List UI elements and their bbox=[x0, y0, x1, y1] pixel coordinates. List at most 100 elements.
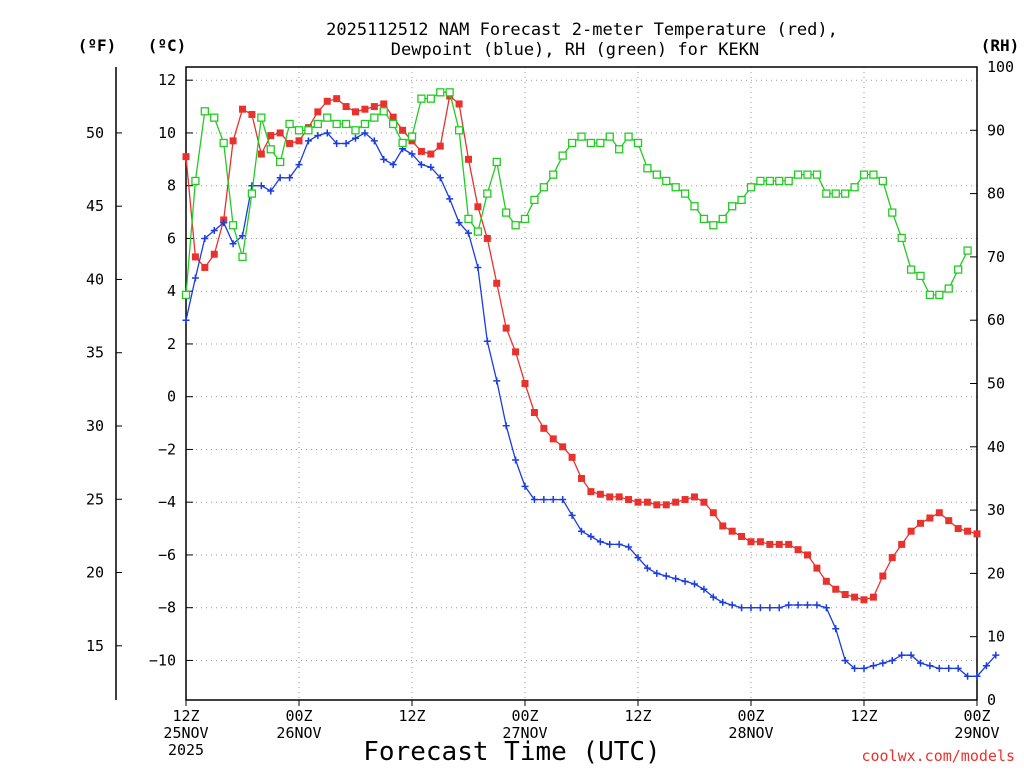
relative-humidity-point bbox=[671, 183, 680, 192]
2-meter-temperature-point bbox=[530, 409, 538, 417]
2-meter-temperature-point bbox=[841, 591, 849, 598]
dewpoint-point bbox=[691, 580, 698, 588]
dewpoint-point bbox=[785, 601, 793, 609]
rh-tick-label: 40 bbox=[987, 438, 1005, 456]
dewpoint-point bbox=[822, 604, 830, 612]
dewpoint-point bbox=[587, 532, 595, 540]
dewpoint-point bbox=[417, 161, 425, 169]
2-meter-temperature-point bbox=[973, 530, 981, 538]
dewpoint-point bbox=[926, 662, 934, 670]
2-meter-temperature-point bbox=[625, 496, 633, 504]
dewpoint-point bbox=[625, 543, 633, 551]
relative-humidity-point bbox=[341, 119, 351, 129]
dewpoint-point bbox=[945, 664, 953, 672]
dewpoint-point bbox=[606, 540, 614, 548]
x-tick-label: 12Z bbox=[850, 707, 877, 725]
2-meter-temperature-point bbox=[615, 493, 623, 501]
relative-humidity-point bbox=[737, 195, 746, 205]
dewpoint-point bbox=[851, 664, 859, 672]
2-meter-temperature-point bbox=[756, 538, 764, 546]
dewpoint-point bbox=[276, 174, 284, 182]
2-meter-temperature-point bbox=[191, 253, 199, 261]
relative-humidity-point bbox=[888, 208, 897, 217]
dewpoint-point bbox=[182, 316, 190, 324]
relative-humidity-point bbox=[247, 189, 257, 198]
2-meter-temperature-point bbox=[248, 110, 256, 118]
fahrenheit-tick-label: 40 bbox=[86, 270, 104, 288]
relative-humidity-point bbox=[228, 221, 238, 230]
dewpoint-point bbox=[210, 227, 218, 235]
x-tick-label: 00Z bbox=[285, 707, 312, 725]
dewpoint-point bbox=[370, 137, 378, 145]
dewpoint-point bbox=[361, 129, 369, 137]
dewpoint-point bbox=[483, 337, 491, 345]
dewpoint-point bbox=[954, 664, 962, 672]
left-unit-celsius: (ºC) bbox=[148, 36, 187, 55]
x-tick-label: 29NOV bbox=[954, 724, 999, 742]
dewpoint-point bbox=[201, 234, 209, 242]
2-meter-temperature-point bbox=[738, 532, 746, 540]
dewpoint-point bbox=[747, 604, 755, 612]
rh-tick-label: 0 bbox=[987, 691, 996, 709]
dewpoint-point bbox=[653, 569, 661, 577]
relative-humidity-point bbox=[502, 208, 511, 217]
dewpoint-point bbox=[841, 656, 849, 664]
dewpoint-point bbox=[992, 651, 1000, 659]
dewpoint-point bbox=[804, 601, 811, 609]
relative-humidity-point bbox=[351, 126, 360, 135]
2-meter-temperature-point bbox=[578, 474, 585, 482]
dewpoint-point bbox=[521, 482, 529, 490]
dewpoint-point bbox=[333, 139, 341, 147]
2-meter-temperature-point bbox=[361, 105, 369, 113]
relative-humidity-point bbox=[417, 94, 426, 103]
dewpoint-point bbox=[455, 219, 463, 227]
relative-humidity-point bbox=[238, 252, 247, 262]
dewpoint-point bbox=[465, 229, 472, 237]
relative-humidity-point bbox=[558, 151, 567, 160]
dewpoint-point bbox=[879, 659, 887, 667]
relative-humidity-point bbox=[699, 214, 709, 224]
rh-tick-label: 30 bbox=[987, 501, 1005, 519]
2-meter-temperature-point bbox=[719, 522, 727, 530]
2-meter-temperature-point bbox=[907, 527, 915, 535]
celsius-tick-label: −2 bbox=[158, 440, 176, 458]
2-meter-temperature-point bbox=[483, 234, 491, 242]
2-meter-temperature-point bbox=[898, 540, 906, 548]
dewpoint-point bbox=[239, 232, 246, 240]
fahrenheit-tick-label: 35 bbox=[86, 344, 104, 362]
x-tick-label: 12Z bbox=[624, 707, 651, 725]
dewpoint-point bbox=[530, 496, 538, 504]
dewpoint-point bbox=[540, 496, 548, 504]
dewpoint-point bbox=[709, 593, 717, 601]
2-meter-temperature-point bbox=[747, 538, 755, 546]
relative-humidity-point bbox=[370, 113, 379, 122]
celsius-tick-label: 6 bbox=[167, 229, 176, 247]
dewpoint-point bbox=[352, 134, 359, 142]
rh-tick-label: 100 bbox=[987, 58, 1014, 76]
2-meter-temperature-point bbox=[643, 498, 651, 506]
relative-humidity-point bbox=[549, 170, 558, 179]
relative-humidity-point bbox=[257, 113, 266, 122]
2-meter-temperature-point bbox=[851, 593, 859, 601]
dewpoint-point bbox=[493, 377, 501, 385]
grid-layer bbox=[186, 67, 977, 700]
2-meter-temperature-point bbox=[408, 137, 416, 145]
relative-humidity-point bbox=[520, 214, 530, 224]
relative-humidity-point bbox=[803, 170, 812, 179]
relative-humidity-point bbox=[954, 265, 963, 274]
celsius-tick-label: −4 bbox=[158, 493, 176, 511]
2-meter-temperature-point bbox=[954, 525, 962, 533]
fahrenheit-tick-label: 50 bbox=[86, 124, 104, 142]
dewpoint-point bbox=[304, 137, 312, 145]
relative-humidity-point bbox=[398, 138, 407, 148]
relative-humidity-point bbox=[596, 138, 605, 148]
relative-humidity-point bbox=[812, 170, 822, 179]
2-meter-temperature-point bbox=[201, 263, 209, 271]
relative-humidity-point bbox=[473, 227, 483, 236]
2-meter-temperature-point bbox=[417, 147, 425, 155]
dewpoint-point bbox=[982, 662, 990, 670]
dewpoint-point bbox=[578, 527, 585, 535]
relative-humidity-point bbox=[633, 138, 643, 148]
celsius-tick-label: 8 bbox=[167, 177, 176, 195]
2-meter-temperature-point bbox=[323, 97, 331, 105]
